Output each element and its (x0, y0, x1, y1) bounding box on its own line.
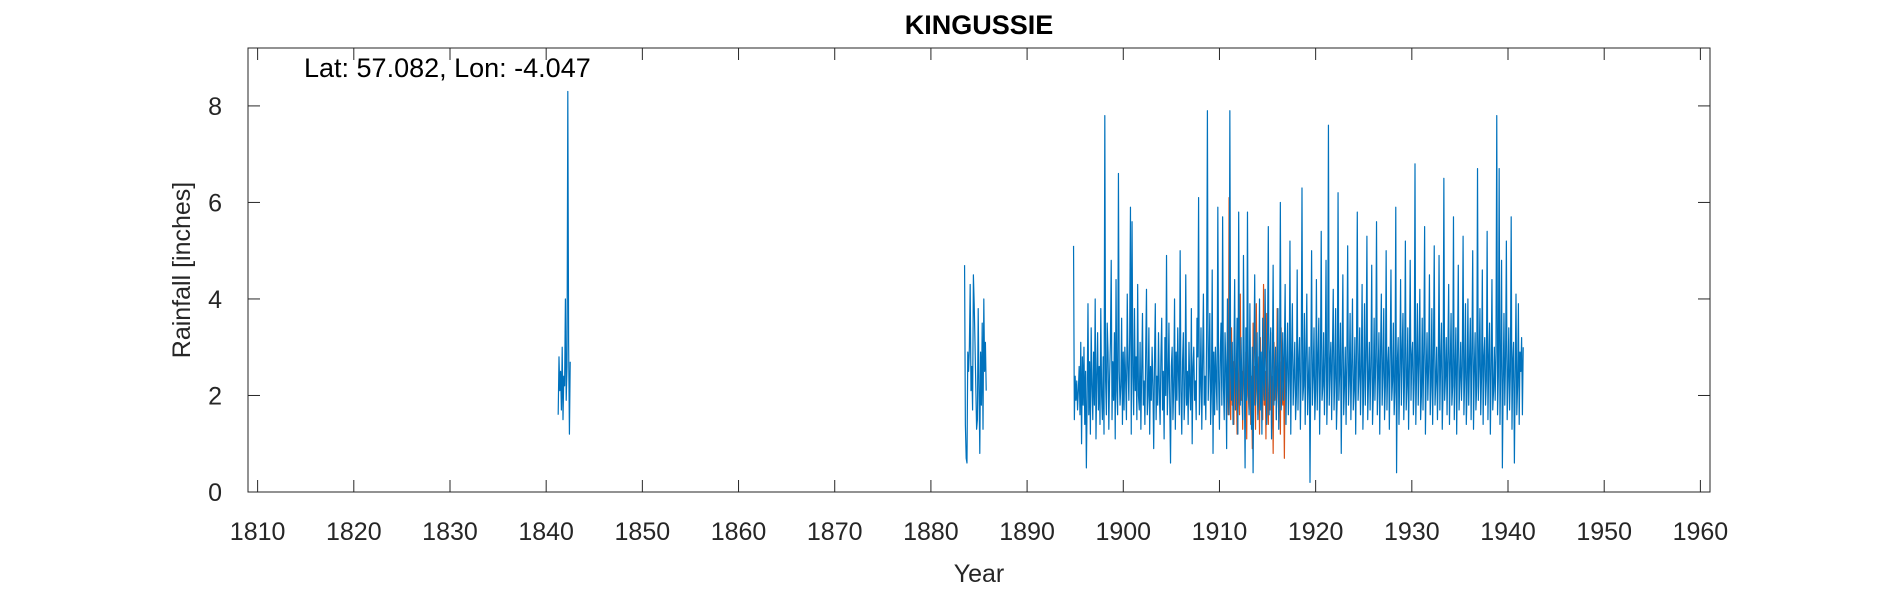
x-tick-label-1930: 1930 (1384, 518, 1440, 546)
station-coordinates-annotation: Lat: 57.082, Lon: -4.047 (304, 53, 591, 83)
y-tick-label-6: 6 (208, 189, 222, 217)
x-tick-label-1880: 1880 (903, 518, 959, 546)
y-tick-label-0: 0 (208, 479, 222, 507)
series-1-segment-2 (963, 265, 987, 464)
x-tick-label-1830: 1830 (422, 518, 478, 546)
axes-layer: 1810 1820 1830 1840 1850 1860 1870 1880 1890 1900… (208, 48, 1728, 546)
x-tick-label-1870: 1870 (807, 518, 863, 546)
x-tick-label-1860: 1860 (711, 518, 767, 546)
x-tick-label-1960: 1960 (1673, 518, 1729, 546)
y-tick-label-8: 8 (208, 93, 222, 121)
series-layer (557, 90, 1524, 483)
y-axis-label: Rainfall [inches] (168, 182, 196, 358)
x-axis-label: Year (954, 560, 1005, 588)
x-tick-label-1840: 1840 (518, 518, 574, 546)
x-tick-label-1940: 1940 (1480, 518, 1536, 546)
x-tick-label-1820: 1820 (326, 518, 382, 546)
x-tick-label-1910: 1910 (1192, 518, 1248, 546)
chart-title: KINGUSSIE (905, 10, 1054, 40)
x-tick-label-1950: 1950 (1576, 518, 1632, 546)
plot-box (247, 47, 1711, 493)
series-1-segment-1 (557, 90, 571, 435)
x-tick-label-1810: 1810 (230, 518, 286, 546)
x-tick-label-1920: 1920 (1288, 518, 1344, 546)
y-tick-label-4: 4 (208, 286, 222, 314)
y-tick-label-2: 2 (208, 382, 222, 410)
series-1-segment-3 (1072, 110, 1524, 483)
x-tick-label-1850: 1850 (615, 518, 671, 546)
x-tick-label-1900: 1900 (1095, 518, 1151, 546)
x-tick-label-1890: 1890 (999, 518, 1055, 546)
